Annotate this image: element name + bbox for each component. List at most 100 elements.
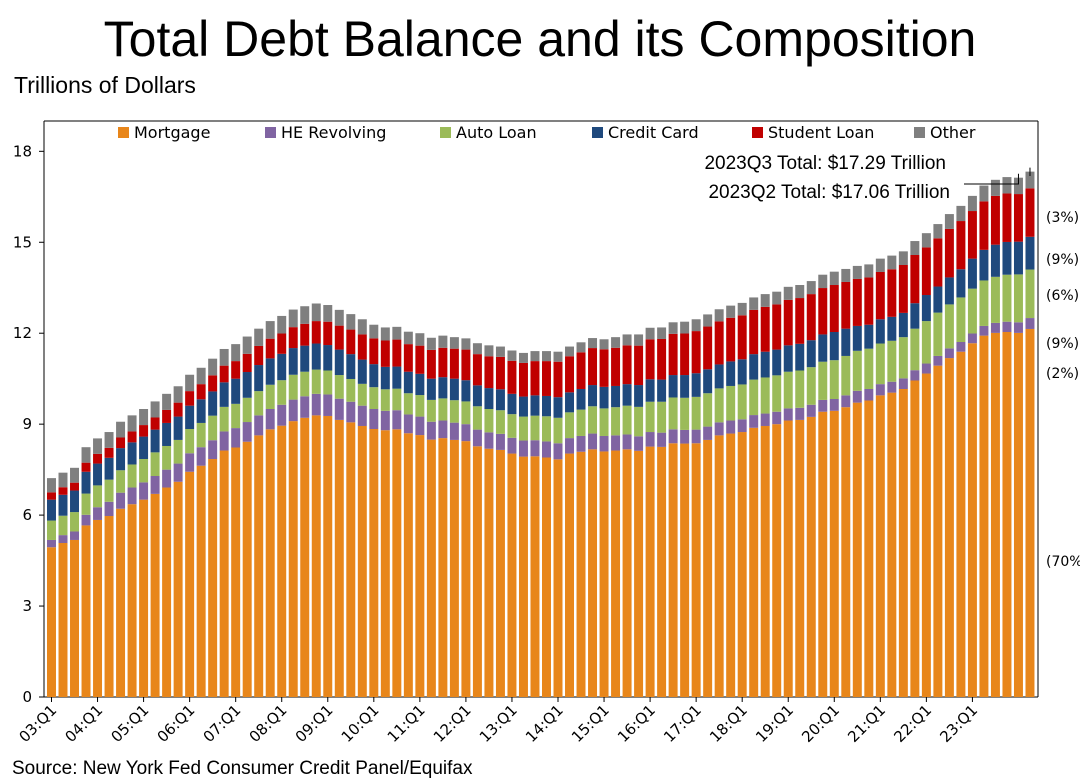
bar-mortgage [116, 508, 126, 697]
bar-other [369, 324, 379, 339]
bar-he-revolving [300, 396, 310, 418]
bar-other [657, 327, 667, 339]
bar-student-loan [196, 384, 206, 400]
bar-other [518, 352, 528, 363]
bar-student-loan [1025, 188, 1035, 237]
share-label: (9%) [1046, 336, 1079, 352]
bar-mortgage [438, 438, 448, 697]
bar-student-loan [403, 344, 413, 372]
bar-auto-loan [162, 445, 172, 470]
bar-credit-card [898, 312, 908, 338]
x-tick-label: 12:Q1 [430, 701, 475, 746]
bar-auto-loan [841, 355, 851, 396]
bar-credit-card [461, 380, 471, 402]
bar-student-loan [956, 221, 966, 270]
bar-student-loan [611, 347, 621, 386]
bar-he-revolving [852, 390, 862, 403]
bar-credit-card [944, 277, 954, 305]
bar-student-loan [495, 356, 505, 390]
bar-auto-loan [311, 369, 321, 394]
bar-other [599, 339, 609, 350]
bar-credit-card [323, 345, 333, 371]
bar-credit-card [542, 395, 551, 417]
bar-other [749, 297, 759, 310]
x-tick-label: 22:Q1 [890, 701, 935, 746]
bar-he-revolving [208, 440, 218, 460]
bar-mortgage [749, 427, 759, 697]
x-tick-label: 19:Q1 [752, 701, 797, 746]
bar-student-loan [852, 278, 862, 326]
bar-he-revolving [553, 443, 563, 460]
bar-student-loan [150, 417, 160, 430]
bar-mortgage [104, 516, 114, 697]
bar-student-loan [864, 277, 874, 325]
bar-student-loan [185, 391, 195, 406]
bar-auto-loan [254, 391, 264, 416]
bar-credit-card [576, 388, 586, 410]
bar-other [944, 214, 954, 229]
bar-other [196, 367, 206, 385]
bar-credit-card [403, 371, 413, 394]
bar-auto-loan [760, 377, 770, 414]
bar-credit-card [173, 416, 183, 440]
bar-auto-loan [495, 410, 505, 434]
bar-other [680, 321, 690, 334]
bar-he-revolving [127, 487, 137, 505]
bar-auto-loan [668, 397, 678, 430]
bar-he-revolving [484, 432, 494, 449]
bar-mortgage [346, 422, 356, 697]
bar-mortgage [277, 425, 287, 697]
bar-credit-card [334, 349, 344, 376]
bar-credit-card [93, 463, 103, 486]
bar-auto-loan [979, 280, 989, 326]
bar-he-revolving [507, 437, 517, 454]
bar-other [921, 233, 931, 248]
bar-auto-loan [139, 459, 149, 483]
bar-mortgage [369, 429, 379, 697]
bar-credit-card [864, 324, 874, 349]
annotation-q3-total: 2023Q3 Total: $17.29 Trillion [704, 153, 946, 174]
bar-he-revolving [334, 398, 344, 420]
x-tick-label: 03:Q1 [15, 701, 60, 746]
bar-mortgage [864, 400, 874, 697]
bar-student-loan [231, 361, 241, 379]
bar-he-revolving [311, 393, 321, 416]
bar-student-loan [104, 447, 114, 458]
x-tick-label: 13:Q1 [476, 701, 521, 746]
bar-auto-loan [898, 337, 908, 379]
bar-auto-loan [70, 512, 80, 532]
y-tick-label: 0 [22, 688, 32, 706]
bar-credit-card [162, 422, 172, 446]
bar-credit-card [910, 303, 920, 329]
bar-other [565, 346, 575, 357]
bar-auto-loan [806, 367, 816, 405]
bar-credit-card [979, 249, 989, 281]
bar-credit-card [438, 377, 448, 399]
bar-credit-card [254, 365, 264, 392]
leader-line-q2 [964, 173, 1019, 185]
bar-student-loan [208, 375, 218, 392]
bar-student-loan [979, 201, 989, 250]
share-label: (70% [1046, 554, 1080, 570]
bar-auto-loan [173, 439, 183, 464]
annotation-q2-total: 2023Q2 Total: $17.06 Trillion [708, 182, 950, 203]
bar-other [47, 478, 56, 493]
bar-mortgage [47, 547, 56, 697]
bar-other [829, 271, 839, 286]
bar-other [818, 274, 828, 289]
bar-student-loan [645, 339, 655, 380]
bar-credit-card [841, 328, 851, 356]
bar-auto-loan [933, 312, 943, 356]
bar-he-revolving [104, 501, 114, 517]
bar-he-revolving [461, 424, 471, 442]
bar-student-loan [910, 254, 920, 304]
bar-mortgage [403, 433, 413, 697]
y-tick-label: 9 [22, 415, 32, 433]
bar-student-loan [772, 304, 782, 350]
x-tick-label: 15:Q1 [568, 701, 613, 746]
bar-other [910, 241, 920, 255]
bar-he-revolving [967, 333, 977, 344]
bar-mortgage [657, 446, 667, 697]
bar-he-revolving [277, 404, 287, 426]
bar-auto-loan [231, 403, 241, 429]
